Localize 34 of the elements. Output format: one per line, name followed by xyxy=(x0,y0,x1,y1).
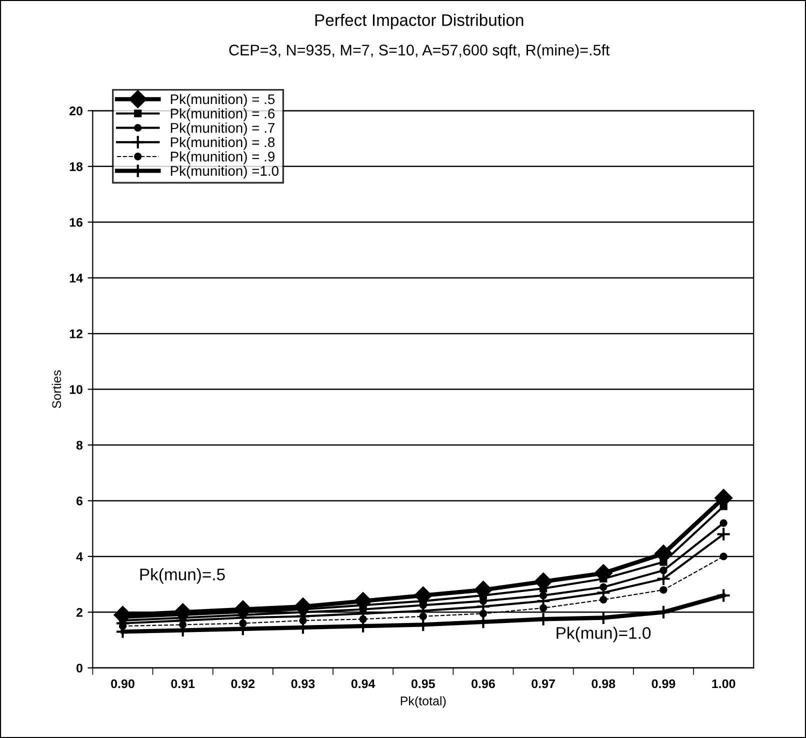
x-tick-label: 0.90 xyxy=(111,679,134,688)
y-tick-label: 18 xyxy=(70,162,83,172)
legend-label: Pk(munition) = .8 xyxy=(170,136,275,150)
legend-label: Pk(munition) = .7 xyxy=(170,122,274,136)
y-tick-label: 20 xyxy=(70,106,82,116)
y-axis-title: Sorties xyxy=(52,370,62,408)
y-tick-label: 0 xyxy=(76,664,82,673)
x-axis-title: Pk(total) xyxy=(400,696,446,708)
x-tick-label: 0.95 xyxy=(411,679,435,688)
x-tick-label: 0.93 xyxy=(291,679,315,688)
y-tick-label: 4 xyxy=(76,552,83,561)
y-tick-label: 2 xyxy=(76,608,82,617)
y-tick-label: 8 xyxy=(76,440,83,450)
y-tick-label: 14 xyxy=(70,274,83,282)
x-tick-label: 0.92 xyxy=(231,679,255,688)
legend-label: Pk(munition) =1.0 xyxy=(170,166,278,179)
legend-label: Pk(munition) = .5 xyxy=(170,94,275,107)
y-tick-label: 12 xyxy=(70,329,82,338)
annotation: Pk(mun)=.5 xyxy=(140,568,225,584)
x-tick-label: 0.97 xyxy=(532,679,555,688)
y-tick-label: 6 xyxy=(76,496,83,506)
legend-label: Pk(munition) = .9 xyxy=(170,151,275,164)
x-tick-label: 0.99 xyxy=(652,679,676,688)
annotation: Pk(mun)=1.0 xyxy=(556,626,651,642)
x-tick-label: 0.96 xyxy=(472,679,495,688)
x-tick-label: 0.91 xyxy=(171,679,195,688)
chart-title: Perfect Impactor Distribution xyxy=(315,14,524,30)
x-tick-label: 0.98 xyxy=(592,679,616,688)
legend-label: Pk(munition) = .6 xyxy=(170,108,275,122)
chart-subtitle: CEP=3, N=935, M=7, S=10, A=57,600 sqft, R(mine)=.5ft xyxy=(229,44,610,59)
y-tick-label: 10 xyxy=(70,385,82,394)
x-tick-label: 0.94 xyxy=(351,679,376,688)
x-tick-label: 1.00 xyxy=(712,679,736,688)
y-tick-label: 16 xyxy=(70,218,83,227)
